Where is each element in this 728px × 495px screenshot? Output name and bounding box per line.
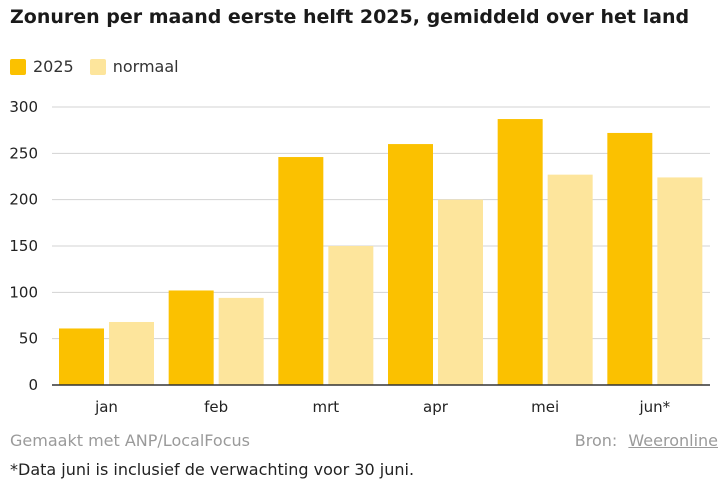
bar-2025-jun [607, 132, 653, 385]
y-tick-label-250: 250 [9, 144, 38, 162]
legend-label-2025: 2025 [33, 57, 74, 76]
bar-normaal-jun [657, 177, 703, 385]
footer-credit: Gemaakt met ANP/LocalFocus [10, 431, 250, 450]
x-tick-label-jun: jun* [638, 398, 670, 416]
y-tick-label-0: 0 [28, 376, 38, 394]
bar-2025-mei [497, 119, 543, 386]
bar-2025-mrt [278, 157, 324, 385]
source-label: Bron: [574, 431, 618, 450]
footer-source: Bron: Weeronline [575, 431, 718, 450]
chart-title: Zonuren per maand eerste helft 2025, gem… [10, 6, 690, 28]
legend-swatch-2025 [10, 58, 26, 75]
legend: 2025 normaal [10, 57, 195, 76]
bar-2025-feb [168, 290, 214, 385]
legend-item-2025: 2025 [10, 57, 74, 76]
x-tick-label-mrt: mrt [312, 398, 339, 416]
bar-normaal-mrt [328, 246, 374, 385]
legend-item-normaal: normaal [89, 57, 179, 76]
bar-normaal-feb [218, 297, 264, 385]
bar-normaal-mei [547, 174, 593, 385]
y-tick-label-300: 300 [9, 98, 38, 116]
source-link[interactable]: Weeronline [628, 431, 718, 450]
bar-2025-jan [59, 328, 104, 385]
bar-normaal-apr [438, 199, 483, 385]
y-tick-label-150: 150 [9, 237, 38, 255]
x-tick-label-jan: jan [94, 398, 118, 416]
x-tick-label-feb: feb [204, 398, 228, 416]
bar-chart: 0 50 100 150 200 250 300 jan feb mrt apr mei jun* [9, 98, 710, 416]
y-tick-label-200: 200 [9, 191, 38, 209]
bar-2025-apr [388, 144, 433, 385]
x-tick-label-apr: apr [423, 398, 449, 416]
x-tick-label-mei: mei [531, 398, 559, 416]
footnote: *Data juni is inclusief de verwachting v… [10, 460, 415, 479]
y-tick-label-100: 100 [9, 283, 38, 301]
legend-swatch-normaal [89, 58, 106, 75]
y-tick-label-50: 50 [19, 330, 38, 348]
legend-label-normaal: normaal [112, 57, 179, 76]
bar-normaal-jan [109, 321, 154, 385]
